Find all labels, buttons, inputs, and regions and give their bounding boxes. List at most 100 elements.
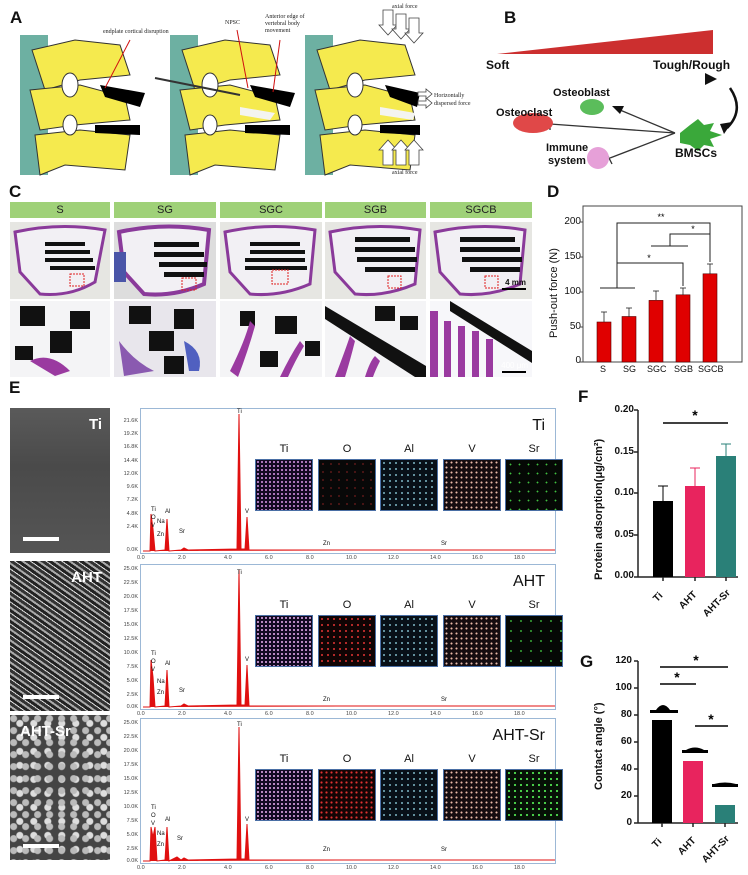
- panel-letter-g: G: [580, 652, 594, 671]
- x-tick: 8.0: [306, 711, 314, 717]
- x-tick: 14.0: [430, 711, 441, 717]
- panel-a: A: [0, 0, 480, 180]
- y-tick: 60: [620, 736, 632, 747]
- peak-label: Al: [165, 509, 171, 515]
- peak-label: Sr: [179, 688, 185, 694]
- eds-spectrum-aht: AHT Ti Al V Ti O V Na Zn Sr Zn Sr Ti O A…: [140, 564, 563, 710]
- peak-label: O: [151, 515, 156, 521]
- contact-angle-chart: * * *: [634, 652, 738, 827]
- y-tick: 120: [615, 655, 632, 666]
- y-tick: 9.6K: [126, 484, 138, 490]
- push-out-force-chart: ** * *: [580, 205, 743, 363]
- peak-label: Ti: [237, 722, 242, 728]
- panel-letter-a: A: [10, 8, 23, 27]
- peak-label: V: [151, 821, 156, 827]
- x-tick: 0.0: [137, 711, 145, 717]
- histology-detail-sgcb: 400 μm: [430, 301, 532, 377]
- osteoclast-cell: [513, 113, 553, 133]
- panel-letter-c: C: [9, 182, 22, 201]
- y-tick: 0.00: [614, 570, 634, 581]
- element-map-o: [318, 769, 376, 821]
- map-title: O: [342, 599, 352, 611]
- group-header-sg: SG: [114, 202, 216, 218]
- x-tick: 18.0: [514, 711, 525, 717]
- y-tick: 4.8K: [126, 511, 138, 517]
- label-axial-force-top: axial force: [392, 4, 418, 10]
- sem-image-ti: Ti: [10, 408, 110, 553]
- scale-label-4mm: 4 mm: [505, 278, 526, 287]
- x-tick-sgb: SGB: [674, 364, 694, 374]
- peak-label: Zn: [323, 697, 331, 703]
- x-tick: 0.0: [137, 555, 145, 561]
- label-osteoblast: Osteoblast: [553, 87, 610, 99]
- eds-spectrum-aht-sr: AHT-Sr Ti Al V Ti O V Na Zn Sr Zn Sr Ti …: [140, 718, 563, 864]
- y-tick: 12.5K: [123, 790, 138, 796]
- y-tick: 150: [564, 251, 581, 262]
- y-tick: 20.0K: [123, 594, 138, 600]
- y-tick: 0.0K: [126, 547, 138, 553]
- element-map-ti: [255, 615, 313, 667]
- histology-overview-sgc: [220, 222, 322, 299]
- y-tick: 0: [575, 355, 581, 366]
- x-tick: 16.0: [472, 555, 483, 561]
- x-tick: 10.0: [346, 865, 357, 871]
- element-map-al: [380, 769, 438, 821]
- scale-label-400um: 400 μm: [501, 361, 528, 370]
- peak-label: Zn: [157, 532, 165, 538]
- y-tick: 14.4K: [123, 458, 138, 464]
- y-tick: 100: [615, 682, 632, 693]
- svg-text:*: *: [691, 224, 695, 234]
- spectrum-title: Ti: [532, 417, 545, 434]
- y-tick: 0.15: [614, 446, 634, 457]
- y-tick: 25.0K: [123, 566, 138, 572]
- x-tick: 16.0: [472, 711, 483, 717]
- peak-label: V: [245, 657, 250, 663]
- x-tick: 14.0: [430, 555, 441, 561]
- peak-label: Sr: [177, 836, 183, 842]
- histology-detail-sg: [114, 301, 216, 377]
- peak-label: V: [245, 817, 250, 823]
- x-tick: 8.0: [306, 555, 314, 561]
- peak-label: Zn: [323, 847, 331, 853]
- peak-label: Ti: [237, 570, 242, 576]
- x-tick: 6.0: [265, 865, 273, 871]
- x-tick: 10.0: [346, 555, 357, 561]
- y-tick: 20.0K: [123, 748, 138, 754]
- peak-label: Ti: [151, 507, 156, 513]
- element-map-v: [443, 615, 501, 667]
- map-title: Al: [404, 599, 414, 611]
- y-tick: 0.0K: [126, 858, 138, 864]
- x-tick: 10.0: [346, 711, 357, 717]
- panel-g: G Contact angle (°) 120 100 80 60 40 20 …: [560, 650, 748, 875]
- x-tick: 0.0: [137, 865, 145, 871]
- histology-detail-sgc: [220, 301, 322, 377]
- scale-bar: [23, 695, 59, 699]
- x-tick: 2.0: [178, 865, 186, 871]
- label-bmscs: BMSCs: [675, 146, 718, 160]
- y-tick: 5.0K: [126, 832, 138, 838]
- x-tick: 18.0: [514, 865, 525, 871]
- peak-label: Ti: [151, 651, 156, 657]
- y-tick: 40: [620, 763, 632, 774]
- histology-detail-sgb: [325, 301, 426, 377]
- spectrum-title: AHT: [513, 573, 545, 590]
- y-tick: 200: [564, 216, 581, 227]
- map-title: Ti: [279, 753, 289, 765]
- panel-c: C S SG SGC SGB SGCB 4 mm 400 μm: [0, 178, 545, 378]
- histology-overview-sgcb: 4 mm: [430, 222, 532, 299]
- x-tick-sgcb: SGCB: [698, 364, 724, 374]
- y-tick: 50: [569, 321, 581, 332]
- group-header-sgcb: SGCB: [430, 202, 532, 218]
- element-map-sr: [505, 615, 563, 667]
- droplet-icons: [650, 705, 738, 787]
- peak-label: Al: [165, 817, 171, 823]
- x-tick: 2.0: [178, 555, 186, 561]
- sem-image-aht-sr: AHT-Sr: [10, 715, 110, 860]
- svg-text:*: *: [674, 669, 680, 685]
- y-tick: 15.0K: [123, 622, 138, 628]
- label-soft: Soft: [486, 58, 510, 72]
- y-tick: 22.5K: [123, 734, 138, 740]
- peak-label: Zn: [157, 842, 165, 848]
- svg-text:*: *: [647, 253, 651, 263]
- panel-b: B Soft Tough/Rough Osteoblast Osteoclast…: [480, 0, 748, 180]
